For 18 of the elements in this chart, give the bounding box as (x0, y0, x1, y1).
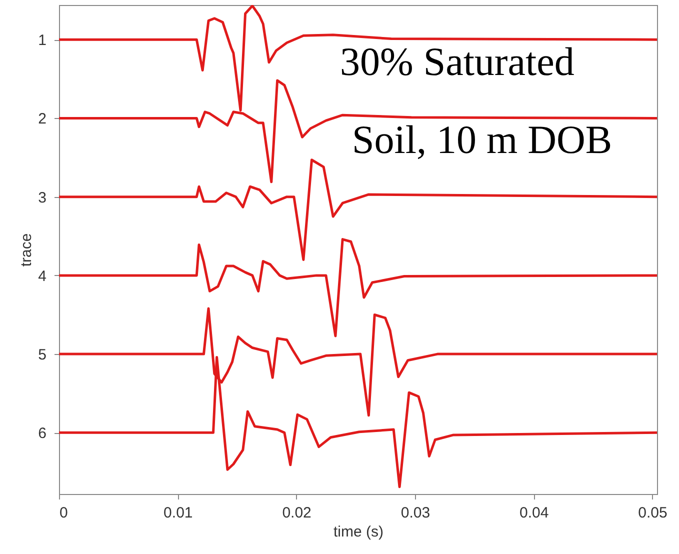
x-tick-label: 0.03 (400, 504, 430, 522)
y-tick-label: 1 (38, 32, 46, 50)
y-tick-label: 6 (38, 425, 46, 442)
y-tick-label: 3 (38, 189, 46, 206)
line-series (59, 158, 657, 261)
x-tick-label: 0.02 (282, 504, 312, 522)
annotation: 30% Saturated (340, 39, 574, 84)
y-axis-title: trace (18, 233, 36, 267)
x-tick-label: 0.04 (520, 504, 549, 522)
y-tick-label: 4 (38, 268, 46, 285)
y-tick-label: 2 (38, 110, 46, 128)
x-axis-title: time (s) (334, 524, 384, 540)
line-series (59, 238, 657, 338)
y-tick-label: 5 (38, 346, 46, 364)
x-tick-label: 0.05 (638, 504, 668, 522)
x-tick-label: 0 (60, 504, 68, 522)
x-tick-label: 0.01 (164, 504, 193, 522)
annotation: Soil, 10 m DOB (352, 117, 612, 162)
